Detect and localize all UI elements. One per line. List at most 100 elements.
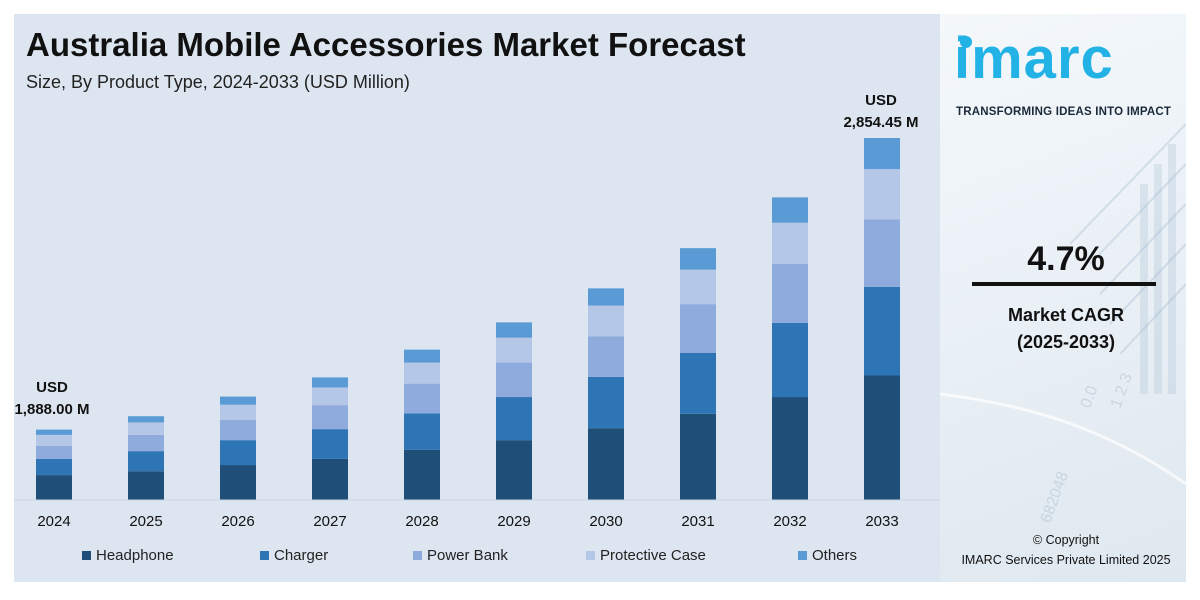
bar-segment-power-bank-2028 bbox=[404, 383, 440, 414]
x-tick-label: 2026 bbox=[221, 513, 254, 530]
cagr-label-line1: Market CAGR bbox=[1007, 305, 1125, 325]
x-tick-label: 2031 bbox=[681, 513, 714, 530]
bar-segment-power-bank-2032 bbox=[772, 263, 808, 323]
bar-segment-protective-case-2028 bbox=[404, 362, 440, 384]
legend-label: Charger bbox=[274, 547, 328, 564]
svg-text:0.0: 0.0 bbox=[1078, 384, 1102, 411]
bar-segment-headphone-2026 bbox=[220, 465, 256, 500]
bar-segment-others-2028 bbox=[404, 349, 440, 363]
bar-segment-power-bank-2025 bbox=[128, 434, 164, 452]
bar-segment-charger-2032 bbox=[772, 322, 808, 398]
background-decoration: 0.0 1 2 3 682048 bbox=[940, 123, 1186, 525]
bar-segment-headphone-2025 bbox=[128, 471, 164, 500]
bar-segment-headphone-2030 bbox=[588, 428, 624, 500]
bar-segment-others-2025 bbox=[128, 416, 164, 423]
callout-first-currency: USD bbox=[36, 379, 68, 396]
callout-last-currency: USD bbox=[865, 92, 897, 109]
bar-segment-others-2029 bbox=[496, 322, 532, 338]
brand-tagline: TRANSFORMING IDEAS INTO IMPACT bbox=[956, 106, 1172, 118]
legend-swatch bbox=[82, 551, 91, 560]
logo-wordmark: imarc bbox=[954, 26, 1114, 91]
legend-swatch bbox=[413, 551, 422, 560]
legend-swatch bbox=[260, 551, 269, 560]
callout-first-value: 1,888.00 M bbox=[14, 401, 89, 418]
bar-segment-others-2030 bbox=[588, 288, 624, 306]
bar-segment-power-bank-2029 bbox=[496, 362, 532, 398]
bar-segment-protective-case-2030 bbox=[588, 305, 624, 337]
legend-item-protective-case: Protective Case bbox=[586, 547, 706, 564]
legend: Headphone Charger Power Bank Protective Cas… bbox=[82, 547, 857, 564]
x-tick-label: 2024 bbox=[37, 513, 70, 530]
bar-segment-protective-case-2032 bbox=[772, 222, 808, 264]
cagr-divider bbox=[972, 282, 1156, 286]
bar-segment-protective-case-2027 bbox=[312, 387, 348, 406]
legend-label: Power Bank bbox=[427, 547, 508, 564]
bars-layer bbox=[36, 138, 900, 500]
x-tick-label: 2025 bbox=[129, 513, 162, 530]
x-tick-label: 2032 bbox=[773, 513, 806, 530]
legend-item-headphone: Headphone bbox=[82, 547, 174, 564]
cagr-label: Market CAGR (2025-2033) bbox=[940, 302, 1186, 356]
bar-segment-power-bank-2027 bbox=[312, 405, 348, 430]
chart-panel: Australia Mobile Accessories Market Fore… bbox=[14, 14, 940, 582]
x-tick-label: 2027 bbox=[313, 513, 346, 530]
cagr-label-line2: (2025-2033) bbox=[1016, 332, 1116, 352]
bar-segment-charger-2027 bbox=[312, 429, 348, 459]
x-axis-labels: 2024 2025 2026 2027 2028 2029 2030 2031 2032 2033 bbox=[37, 513, 898, 530]
legend-item-charger: Charger bbox=[260, 547, 328, 564]
bar-segment-headphone-2027 bbox=[312, 458, 348, 500]
bar-segment-power-bank-2033 bbox=[864, 219, 900, 287]
bar-segment-others-2027 bbox=[312, 377, 348, 388]
bar-segment-charger-2033 bbox=[864, 286, 900, 376]
bar-segment-others-2031 bbox=[680, 248, 716, 270]
legend-item-others: Others bbox=[798, 547, 857, 564]
bar-segment-others-2024 bbox=[36, 429, 72, 435]
bar-segment-power-bank-2030 bbox=[588, 336, 624, 377]
brand-panel: 0.0 1 2 3 682048 imarc TRANSFORMING IDEA… bbox=[940, 14, 1186, 582]
bar-segment-others-2032 bbox=[772, 197, 808, 223]
bar-segment-protective-case-2029 bbox=[496, 337, 532, 363]
cagr-value: 4.7% bbox=[1027, 240, 1105, 278]
legend-label: Protective Case bbox=[600, 547, 706, 564]
imarc-logo: imarc bbox=[954, 24, 1184, 94]
copyright-line1: © Copyright bbox=[1032, 533, 1100, 547]
x-tick-label: 2030 bbox=[589, 513, 622, 530]
bar-segment-power-bank-2031 bbox=[680, 304, 716, 353]
legend-swatch bbox=[586, 551, 595, 560]
callout-last-value: 2,854.45 M bbox=[843, 114, 918, 131]
bar-segment-headphone-2031 bbox=[680, 413, 716, 500]
bar-segment-charger-2024 bbox=[36, 458, 72, 476]
bar-segment-headphone-2032 bbox=[772, 397, 808, 500]
bar-segment-headphone-2033 bbox=[864, 375, 900, 500]
svg-text:682048: 682048 bbox=[1038, 469, 1072, 525]
logo-dot bbox=[960, 36, 972, 48]
copyright: © Copyright IMARC Services Private Limit… bbox=[940, 530, 1186, 570]
bar-segment-charger-2026 bbox=[220, 440, 256, 466]
bar-segment-power-bank-2026 bbox=[220, 420, 256, 441]
stacked-bar-chart: 2024 2025 2026 2027 2028 2029 2030 2031 2032 2033… bbox=[14, 92, 940, 564]
bar-segment-power-bank-2024 bbox=[36, 445, 72, 459]
bar-segment-protective-case-2026 bbox=[220, 404, 256, 421]
bar-segment-protective-case-2025 bbox=[128, 422, 164, 435]
bar-segment-charger-2025 bbox=[128, 451, 164, 472]
chart-title: Australia Mobile Accessories Market Fore… bbox=[26, 26, 746, 63]
bar-segment-others-2033 bbox=[864, 138, 900, 170]
x-tick-label: 2029 bbox=[497, 513, 530, 530]
chart-subtitle: Size, By Product Type, 2024-2033 (USD Mi… bbox=[26, 72, 410, 92]
bar-segment-charger-2029 bbox=[496, 397, 532, 441]
value-callouts: USD 1,888.00 M USD 2,854.45 M bbox=[14, 92, 918, 418]
x-tick-label: 2028 bbox=[405, 513, 438, 530]
legend-label: Others bbox=[812, 547, 857, 564]
bar-segment-protective-case-2033 bbox=[864, 169, 900, 220]
legend-label: Headphone bbox=[96, 547, 174, 564]
copyright-line2: IMARC Services Private Limited 2025 bbox=[961, 553, 1171, 567]
x-tick-label: 2033 bbox=[865, 513, 898, 530]
bar-segment-protective-case-2031 bbox=[680, 269, 716, 305]
bar-segment-headphone-2029 bbox=[496, 440, 532, 500]
bar-segment-others-2026 bbox=[220, 396, 256, 405]
bar-segment-charger-2030 bbox=[588, 376, 624, 429]
bar-segment-headphone-2024 bbox=[36, 475, 72, 500]
bar-segment-protective-case-2024 bbox=[36, 434, 72, 446]
legend-swatch bbox=[798, 551, 807, 560]
svg-text:1 2 3: 1 2 3 bbox=[1108, 371, 1136, 410]
